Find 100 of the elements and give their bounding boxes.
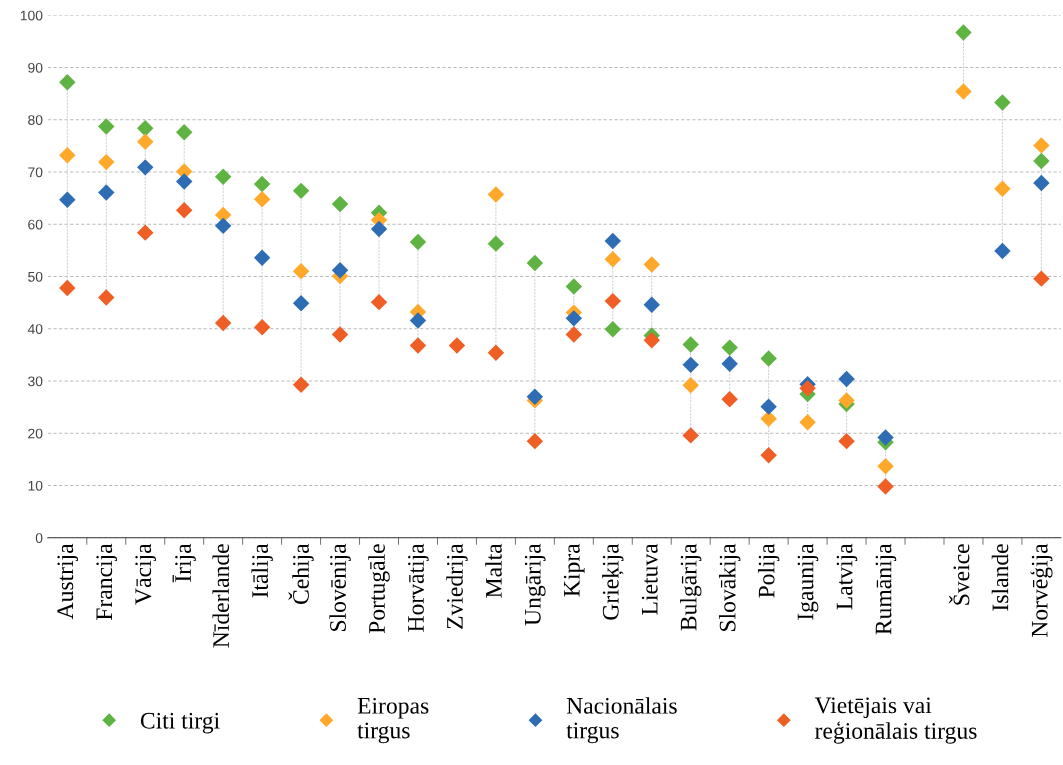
point xyxy=(175,173,193,190)
x-tick-label: Slovākija xyxy=(718,543,741,631)
point xyxy=(955,24,972,41)
x-tick-label: Itālija xyxy=(251,543,273,598)
point xyxy=(604,321,622,338)
point xyxy=(253,319,271,336)
x-tick-label: Čehija xyxy=(288,543,314,605)
point xyxy=(682,356,699,374)
point xyxy=(682,427,699,444)
point xyxy=(643,296,660,313)
x-tick-label: Šveice xyxy=(948,544,970,605)
point xyxy=(526,388,544,405)
x-tick-label: Lietuva xyxy=(641,543,658,615)
point xyxy=(409,337,427,354)
x-tick-label: Portugāle xyxy=(368,544,390,634)
x-tick-label: Francija xyxy=(96,543,117,621)
y-tick-label: 50 xyxy=(28,271,43,282)
point xyxy=(1033,152,1050,170)
point xyxy=(1033,137,1050,154)
x-tick-label: Nīderlande xyxy=(212,544,230,648)
point xyxy=(604,232,622,250)
point xyxy=(1033,270,1050,287)
point xyxy=(877,458,894,475)
point xyxy=(994,242,1011,260)
point xyxy=(565,278,583,295)
y-tick-label: 20 xyxy=(28,428,43,439)
point xyxy=(682,336,699,353)
x-tick-label: Kipra xyxy=(563,543,585,597)
legend-label: Eiropas tirgus xyxy=(357,697,429,744)
point xyxy=(137,159,154,176)
point xyxy=(526,432,544,450)
point xyxy=(838,370,855,388)
y-tick-label: 70 xyxy=(28,167,43,178)
point xyxy=(526,254,544,272)
point xyxy=(682,377,699,394)
point xyxy=(604,292,622,310)
legend-label: Vietējais vai reģionālais tirgus xyxy=(814,697,977,744)
point xyxy=(604,251,622,268)
point xyxy=(59,73,76,91)
point xyxy=(721,355,738,373)
point xyxy=(994,94,1011,111)
y-tick-label: 80 xyxy=(28,115,43,125)
point xyxy=(838,432,855,450)
point xyxy=(370,220,388,238)
point xyxy=(487,186,505,203)
x-tick-label: Islande xyxy=(991,544,1009,611)
point xyxy=(137,133,154,150)
point xyxy=(994,180,1011,197)
point xyxy=(214,217,232,235)
point xyxy=(214,168,232,185)
point xyxy=(721,391,738,408)
x-tick-label: Norvēģija xyxy=(1030,543,1053,638)
point xyxy=(370,293,388,311)
point xyxy=(643,332,660,349)
point xyxy=(137,119,154,137)
x-tick-label: Austrija xyxy=(57,543,79,620)
point xyxy=(487,235,505,252)
point xyxy=(253,175,271,193)
point xyxy=(137,224,154,241)
y-tick-label: 0 xyxy=(35,533,43,543)
point xyxy=(59,191,76,208)
point xyxy=(253,191,271,208)
x-tick-label: Polija xyxy=(757,543,780,598)
point xyxy=(721,339,738,356)
legend-label: Nacionālais tirgus xyxy=(566,697,677,744)
point xyxy=(292,182,310,200)
point xyxy=(59,279,76,297)
point xyxy=(331,262,349,279)
point xyxy=(838,392,855,409)
point xyxy=(448,337,466,354)
x-tick-label: Vācija xyxy=(135,543,156,605)
point xyxy=(955,83,972,100)
legend-label: Citi tirgi xyxy=(140,712,220,734)
x-tick-label: Rumānija xyxy=(875,543,897,635)
y-tick-label: 30 xyxy=(28,376,43,387)
point xyxy=(331,326,349,343)
point xyxy=(331,195,349,213)
x-tick-label: Malta xyxy=(485,543,502,598)
point xyxy=(292,376,310,393)
point xyxy=(292,294,310,312)
point xyxy=(643,256,660,273)
x-tick-label: Igaunija xyxy=(797,543,819,620)
y-tick-label: 10 xyxy=(28,480,43,491)
point xyxy=(98,184,115,201)
point xyxy=(253,249,271,266)
x-tick-label: Grieķija xyxy=(602,543,624,620)
point xyxy=(98,289,115,306)
point xyxy=(877,429,894,446)
point xyxy=(292,263,310,280)
x-tick-label: Slovēnija xyxy=(329,543,351,631)
point xyxy=(59,147,76,164)
point xyxy=(98,118,115,135)
point xyxy=(175,124,193,141)
x-tick-label: Īrija xyxy=(172,543,196,583)
x-tick-label: Zviedrija xyxy=(446,543,468,629)
y-tick-label: 100 xyxy=(20,10,43,21)
point xyxy=(409,233,427,251)
point xyxy=(214,314,232,332)
point xyxy=(760,447,777,464)
x-tick-label: Ungārija xyxy=(524,543,546,626)
